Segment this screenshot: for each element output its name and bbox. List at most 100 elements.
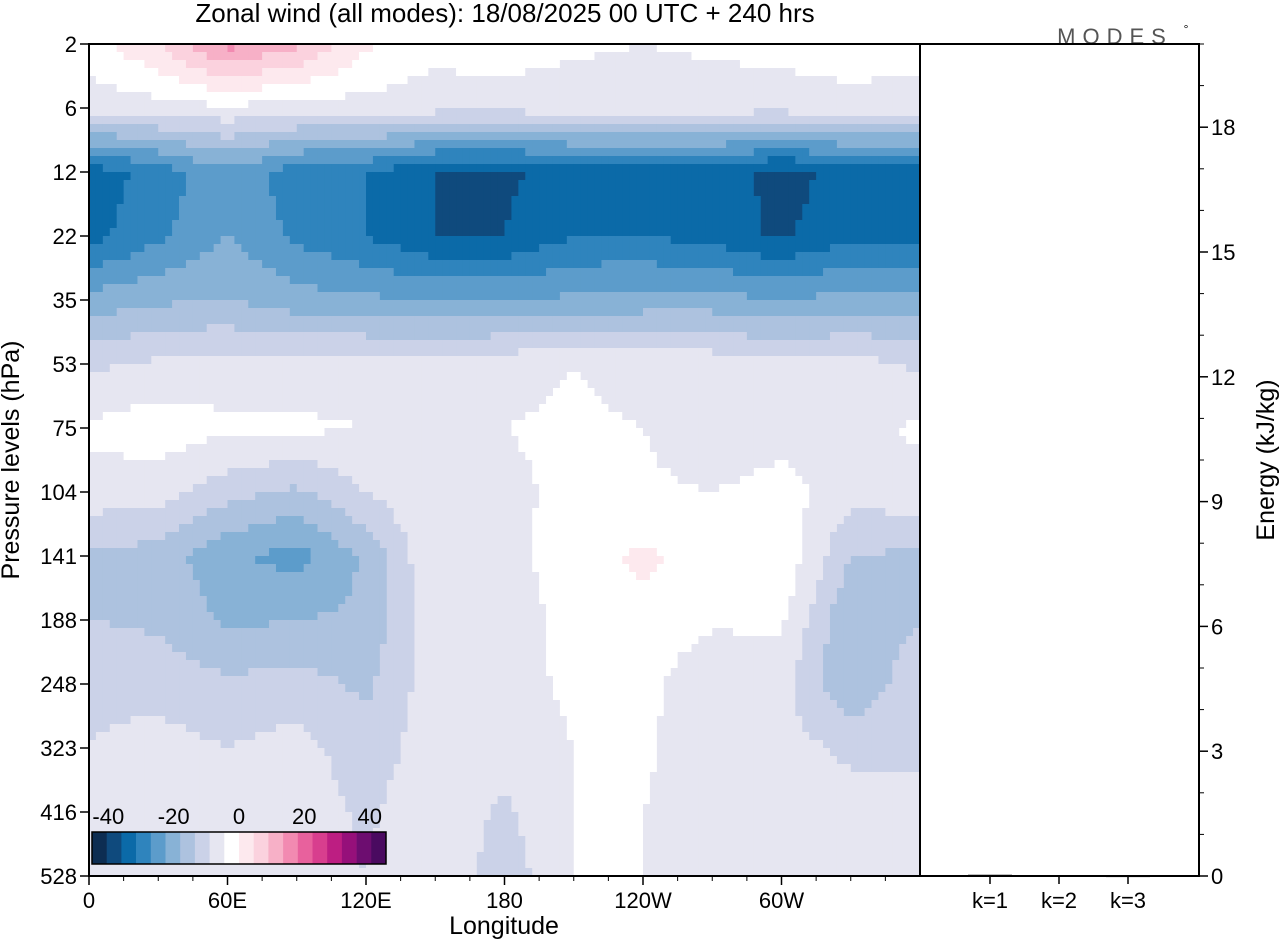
wind-cell <box>504 324 513 333</box>
wind-cell <box>151 124 159 133</box>
wind-cell <box>414 84 422 93</box>
wind-cell <box>102 260 111 269</box>
wind-cell <box>552 276 561 285</box>
wind-cell <box>234 180 242 189</box>
wind-cell <box>719 268 727 277</box>
wind-cell <box>608 132 616 141</box>
wind-cell <box>414 348 422 357</box>
wind-cell <box>324 180 332 189</box>
wind-cell <box>698 332 706 341</box>
wind-cell <box>366 308 374 317</box>
wind-cell <box>366 92 374 101</box>
wind-cell <box>359 292 367 301</box>
wind-cell <box>739 76 748 85</box>
wind-cell <box>788 100 796 109</box>
wind-cell <box>151 356 159 365</box>
wind-cell <box>726 236 734 245</box>
wind-cell <box>871 196 880 205</box>
wind-cell <box>649 332 658 341</box>
wind-cell <box>573 236 582 245</box>
wind-cell <box>594 292 603 301</box>
wind-cell <box>885 228 893 237</box>
wind-cell <box>490 364 499 373</box>
wind-cell <box>442 364 450 373</box>
wind-cell <box>331 332 339 341</box>
wind-cell <box>234 188 242 197</box>
wind-cell <box>386 68 395 77</box>
wind-cell <box>566 92 575 101</box>
wind-cell <box>913 172 920 181</box>
wind-cell <box>739 284 748 293</box>
wind-cell <box>622 260 630 269</box>
wind-cell <box>871 340 880 349</box>
wind-cell <box>248 300 256 309</box>
wind-cell <box>407 260 416 269</box>
wind-cell <box>185 204 194 213</box>
wind-cell <box>379 316 388 325</box>
wind-cell <box>483 124 492 133</box>
wind-cell <box>310 92 319 101</box>
wind-cell <box>643 332 651 341</box>
wind-cell <box>511 172 519 181</box>
wind-cell <box>95 220 104 229</box>
wind-cell <box>421 268 429 277</box>
wind-cell <box>532 300 540 309</box>
wind-cell <box>213 68 222 77</box>
wind-cell <box>116 76 125 85</box>
wind-cell <box>172 204 180 213</box>
wind-cell <box>352 292 360 301</box>
wind-cell <box>878 148 886 157</box>
wind-cell <box>753 116 762 125</box>
wind-cell <box>379 100 388 109</box>
wind-cell <box>102 108 111 117</box>
wind-cell <box>449 204 457 213</box>
wind-cell <box>649 52 658 61</box>
wind-cell <box>137 188 145 197</box>
wind-cell <box>151 268 159 277</box>
wind-cell <box>359 268 367 277</box>
wind-cell <box>199 332 208 341</box>
wind-cell <box>615 348 623 357</box>
wind-cell <box>546 180 554 189</box>
wind-cell <box>248 228 256 237</box>
wind-cell <box>705 268 713 277</box>
wind-cell <box>760 204 769 213</box>
wind-cell <box>414 156 422 165</box>
wind-cell <box>241 260 249 269</box>
wind-cell <box>649 212 658 221</box>
wind-cell <box>504 356 513 365</box>
wind-cell <box>462 308 471 317</box>
wind-cell <box>172 332 180 341</box>
wind-cell <box>192 236 201 245</box>
wind-cell <box>95 348 104 357</box>
wind-cell <box>753 324 762 333</box>
wind-cell <box>601 212 609 221</box>
wind-cell <box>532 68 540 77</box>
wind-cell <box>781 244 790 253</box>
wind-cell <box>386 220 395 229</box>
wind-cell <box>372 116 381 125</box>
wind-cell <box>414 308 422 317</box>
wind-cell <box>282 84 291 93</box>
wind-cell <box>760 84 769 93</box>
wind-cell <box>753 308 762 317</box>
wind-cell <box>643 52 651 61</box>
wind-cell <box>130 204 139 213</box>
wind-cell <box>234 140 242 149</box>
wind-cell <box>636 124 644 133</box>
wind-cell <box>435 188 443 197</box>
wind-cell <box>414 260 422 269</box>
wind-cell <box>275 348 284 357</box>
wind-cell <box>303 116 312 125</box>
wind-cell <box>539 164 547 173</box>
wind-cell <box>331 164 339 173</box>
wind-cell <box>331 284 339 293</box>
wind-cell <box>850 204 859 213</box>
wind-cell <box>539 332 547 341</box>
wind-cell <box>172 196 180 205</box>
wind-cell <box>850 316 859 325</box>
wind-cell <box>677 324 686 333</box>
wind-cell <box>255 116 263 125</box>
wind-cell <box>179 132 187 141</box>
wind-cell <box>843 244 852 253</box>
